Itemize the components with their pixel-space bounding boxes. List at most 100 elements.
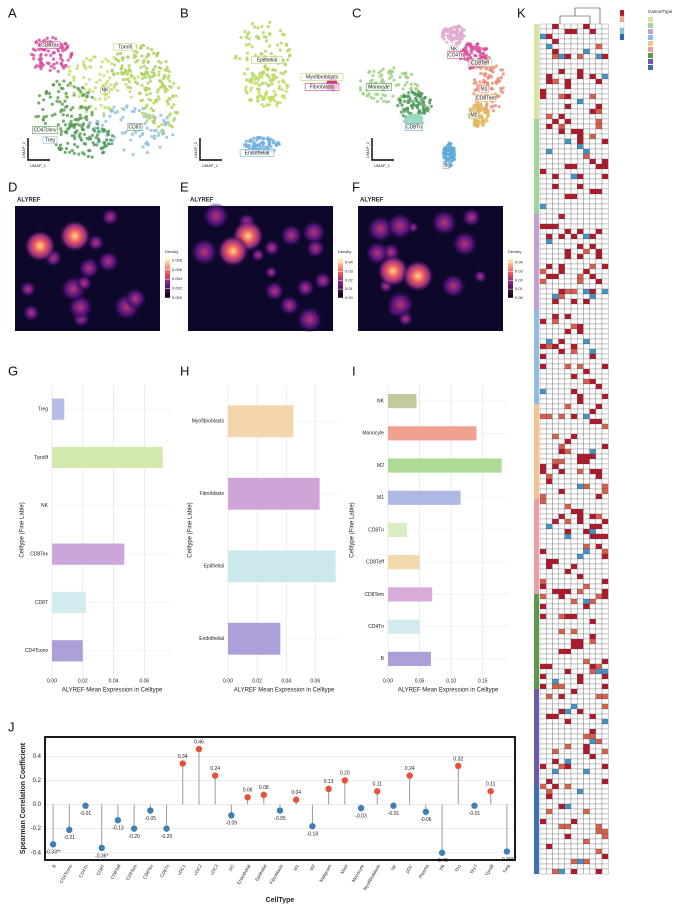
- umap-point: [248, 98, 252, 103]
- heatmap-cell: [577, 198, 584, 205]
- heatmap-cell: [589, 238, 596, 245]
- bar: [228, 477, 320, 510]
- heatmap-cell: [601, 188, 609, 195]
- heatmap-cell: [570, 543, 578, 550]
- row-annotation: [534, 209, 539, 214]
- heatmap-cell: [564, 78, 572, 85]
- heatmap-cell: [546, 848, 553, 855]
- heatmap-cell: [595, 758, 603, 765]
- heatmap-cell: [539, 538, 547, 545]
- umap-point: [119, 66, 124, 70]
- heatmap-cell: [570, 678, 578, 685]
- umap-point: [138, 134, 142, 139]
- heatmap-cell: [564, 273, 572, 280]
- umap-point: [72, 142, 77, 147]
- umap-point: [64, 64, 68, 68]
- heatmap-cell: [564, 518, 572, 525]
- umap-point: [33, 65, 37, 69]
- heatmap-cell: [589, 608, 596, 615]
- axis-label: UMAP_2: [193, 141, 198, 158]
- heatmap-cell: [552, 258, 559, 265]
- x-tick-label: 0.02: [252, 678, 262, 684]
- umap-point: [263, 64, 267, 68]
- value-label: 0.34: [178, 754, 188, 760]
- umap-point: [37, 47, 41, 52]
- heatmap-cell: [564, 128, 572, 135]
- heatmap-cell: [564, 263, 572, 270]
- heatmap-cell: [552, 313, 559, 320]
- heatmap-cell: [564, 823, 572, 830]
- heatmap-cell: [558, 188, 565, 195]
- umap-point: [408, 96, 412, 100]
- heatmap-cell: [583, 248, 590, 255]
- row-annotation: [534, 644, 539, 649]
- heatmap-cell: [539, 818, 547, 825]
- heatmap-cell: [570, 508, 578, 515]
- row-annotation: [534, 639, 539, 644]
- heatmap-cell: [570, 123, 578, 130]
- heatmap-cell: [577, 688, 584, 695]
- heatmap-cell: [601, 433, 609, 440]
- heatmap-cell: [558, 163, 565, 170]
- heatmap-cell: [564, 118, 572, 125]
- heatmap-cell: [589, 353, 596, 360]
- umap-point: [86, 154, 90, 158]
- heatmap-cell: [539, 598, 547, 605]
- heatmap-cell: [583, 718, 590, 725]
- umap-point: [174, 94, 178, 98]
- umap-point: [251, 74, 255, 78]
- heatmap-cell: [539, 438, 547, 445]
- umap-point: [77, 152, 81, 156]
- umap-point: [261, 31, 265, 35]
- heatmap-cell: [558, 103, 565, 110]
- umap-point: [254, 35, 259, 39]
- heatmap-cell: [601, 158, 609, 165]
- umap-point: [142, 58, 146, 62]
- heatmap-cell: [539, 728, 547, 735]
- heatmap-cell: [552, 448, 559, 455]
- heatmap-cell: [539, 53, 547, 60]
- heatmap-cell: [552, 33, 559, 40]
- x-tick-label: CD8Tem: [125, 863, 138, 881]
- heatmap-cell: [589, 78, 596, 85]
- heatmap-cell: [601, 533, 609, 540]
- heatmap-cell: [595, 418, 603, 425]
- umap-point: [245, 91, 249, 95]
- cluster-label-box: [251, 56, 283, 64]
- heatmap-cell: [558, 303, 565, 310]
- heatmap-cell: [595, 258, 603, 265]
- heatmap-cell: [552, 758, 559, 765]
- heatmap-cell: [546, 448, 553, 455]
- heatmap-cell: [577, 493, 584, 500]
- x-tick-label: Mast: [340, 863, 350, 875]
- heatmap-cell: [539, 618, 547, 625]
- heatmap-cell: [595, 218, 603, 225]
- heatmap-cell: [564, 393, 572, 400]
- heatmap-cell: [546, 118, 553, 125]
- row-annotation: [534, 344, 539, 349]
- umap-point: [42, 115, 46, 119]
- bar: [52, 543, 125, 565]
- point: [228, 812, 235, 819]
- heatmap-cell: [577, 848, 584, 855]
- heatmap-cell: [558, 213, 565, 220]
- heatmap-cell: [577, 868, 584, 875]
- umap-point: [59, 108, 64, 112]
- heatmap-cell: [589, 258, 596, 265]
- value-label: -0.33**: [45, 850, 60, 856]
- heatmap-cell: [577, 558, 584, 565]
- umap-point: [104, 57, 108, 61]
- y-tick-label: CD4Tn: [368, 624, 384, 630]
- heatmap-cell: [558, 253, 565, 260]
- umap-point: [76, 145, 80, 149]
- legend-swatch: [648, 53, 653, 58]
- heatmap-cell: [583, 498, 590, 505]
- heatmap-cell: [595, 133, 603, 140]
- heatmap-cell: [589, 483, 596, 490]
- umap-point: [82, 62, 86, 67]
- heatmap-cell: [558, 538, 565, 545]
- heatmap-cell: [577, 293, 584, 300]
- umap-point: [105, 69, 110, 74]
- heatmap-cell: [558, 388, 565, 395]
- heatmap-cell: [558, 338, 565, 345]
